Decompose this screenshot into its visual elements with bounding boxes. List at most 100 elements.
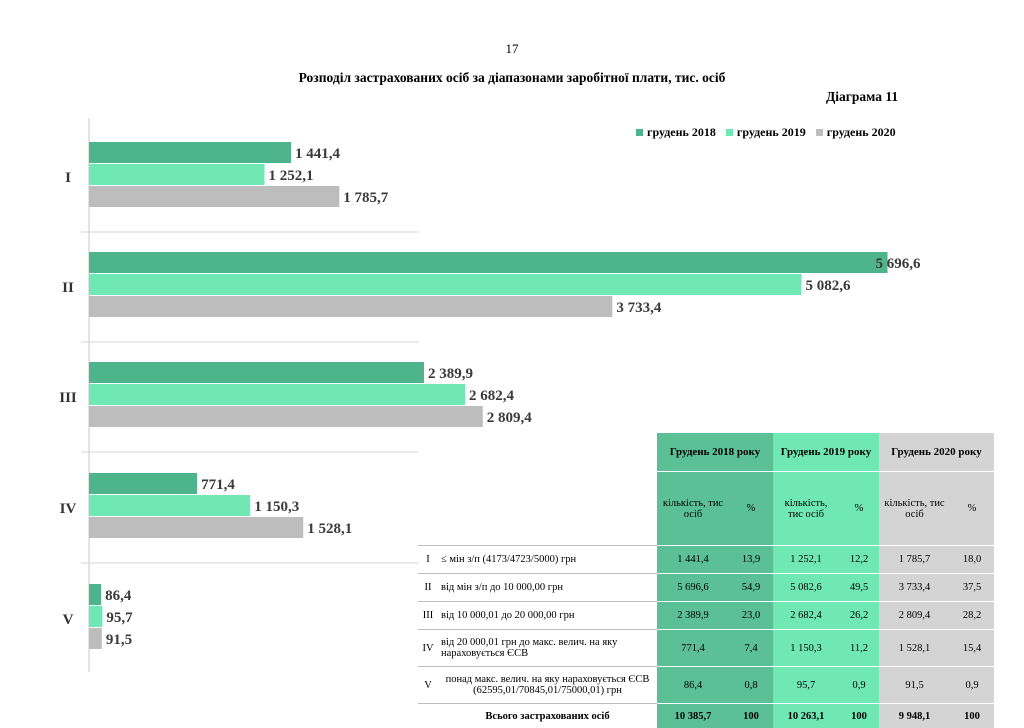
pct-header-2019: %	[839, 472, 879, 546]
cell-pct-2019: 49,5	[839, 574, 879, 602]
row-description: від мін з/п до 10 000,00 грн	[438, 574, 657, 602]
legend-label-2020: грудень 2020	[827, 125, 896, 140]
table-row: III від 10 000,01 до 20 000,00 грн 2 389…	[418, 602, 994, 630]
data-label: 1 528,1	[307, 521, 352, 537]
legend-item-2018: грудень 2018	[636, 125, 716, 140]
cell-qty-2018: 1 441,4	[657, 546, 729, 574]
year-header-2020: Грудень 2020 року	[879, 433, 994, 472]
cell-pct-2018: 23,0	[729, 602, 773, 630]
cell-pct-2019: 12,2	[839, 546, 879, 574]
data-label: 2 809,4	[487, 410, 532, 426]
row-number: IV	[418, 630, 438, 667]
cell-qty-2018: 2 389,9	[657, 602, 729, 630]
total-qty-2018: 10 385,7	[657, 704, 729, 728]
row-description: понад макс. велич. на яку нараховується …	[438, 667, 657, 704]
table-sub-header-row: кількість, тис осіб % кількість, тис осі…	[418, 472, 994, 546]
chart-legend: грудень 2018 грудень 2019 грудень 2020	[636, 125, 896, 140]
bar	[89, 406, 483, 427]
cell-qty-2019: 2 682,4	[773, 602, 839, 630]
bar	[89, 274, 801, 295]
year-header-2018: Грудень 2018 року	[657, 433, 773, 472]
qty-header-2020: кількість, тис осіб	[879, 472, 950, 546]
bar	[89, 628, 102, 649]
data-label: 95,7	[106, 610, 133, 626]
data-label: 2 682,4	[469, 388, 515, 404]
row-description: ≤ мін з/п (4173/4723/5000) грн	[438, 546, 657, 574]
category-label: V	[63, 612, 74, 628]
row-number: III	[418, 602, 438, 630]
table-row: IV від 20 000,01 грн до макс. велич. на …	[418, 630, 994, 667]
data-label: 1 150,3	[254, 499, 299, 515]
row-description: від 10 000,01 до 20 000,00 грн	[438, 602, 657, 630]
cell-qty-2020: 2 809,4	[879, 602, 950, 630]
table-sub-corner	[418, 472, 438, 546]
cell-pct-2020: 15,4	[950, 630, 994, 667]
data-label: 771,4	[201, 477, 235, 493]
cell-qty-2018: 86,4	[657, 667, 729, 704]
year-header-2019: Грудень 2019 року	[773, 433, 879, 472]
cell-pct-2018: 0,8	[729, 667, 773, 704]
bar	[89, 296, 612, 317]
table-row: II від мін з/п до 10 000,00 грн 5 696,6 …	[418, 574, 994, 602]
row-number: I	[418, 546, 438, 574]
table-sub-corner-desc	[438, 472, 657, 546]
bar	[89, 186, 339, 207]
cell-qty-2018: 5 696,6	[657, 574, 729, 602]
legend-label-2019: грудень 2019	[737, 125, 806, 140]
cell-pct-2019: 0,9	[839, 667, 879, 704]
data-label: 5 696,6	[876, 256, 922, 272]
qty-header-2018: кількість, тис осіб	[657, 472, 729, 546]
category-label: I	[65, 170, 71, 186]
data-label: 3 733,4	[616, 300, 662, 316]
bar	[89, 164, 265, 185]
table-row: I ≤ мін з/п (4173/4723/5000) грн 1 441,4…	[418, 546, 994, 574]
bar	[89, 584, 101, 605]
bar	[89, 495, 250, 516]
bar	[89, 473, 197, 494]
cell-pct-2018: 13,9	[729, 546, 773, 574]
bar	[89, 384, 465, 405]
total-qty-2020: 9 948,1	[879, 704, 950, 728]
category-label: II	[62, 280, 74, 296]
bar	[89, 606, 102, 627]
data-label: 1 252,1	[269, 168, 314, 184]
data-label: 1 785,7	[343, 190, 389, 206]
table-corner	[418, 433, 438, 472]
pct-header-2018: %	[729, 472, 773, 546]
cell-qty-2019: 95,7	[773, 667, 839, 704]
row-number: V	[418, 667, 438, 704]
cell-pct-2020: 0,9	[950, 667, 994, 704]
table-total-row: Всього застрахованих осіб 10 385,7 100 1…	[418, 704, 994, 728]
bar	[89, 517, 303, 538]
cell-qty-2020: 3 733,4	[879, 574, 950, 602]
data-label: 5 082,6	[805, 278, 851, 294]
legend-swatch-2020	[816, 129, 823, 136]
data-label: 2 389,9	[428, 366, 473, 382]
cell-pct-2018: 54,9	[729, 574, 773, 602]
legend-label-2018: грудень 2018	[647, 125, 716, 140]
table-year-header-row: Грудень 2018 року Грудень 2019 року Груд…	[418, 433, 994, 472]
row-number: II	[418, 574, 438, 602]
bar	[89, 142, 291, 163]
cell-qty-2020: 1 785,7	[879, 546, 950, 574]
total-label: Всього застрахованих осіб	[438, 704, 657, 728]
legend-swatch-2019	[726, 129, 733, 136]
qty-header-2019: кількість, тис осіб	[773, 472, 839, 546]
cell-qty-2019: 5 082,6	[773, 574, 839, 602]
row-description: від 20 000,01 грн до макс. велич. на яку…	[438, 630, 657, 667]
cell-pct-2019: 26,2	[839, 602, 879, 630]
cell-pct-2018: 7,4	[729, 630, 773, 667]
total-pct-2018: 100	[729, 704, 773, 728]
pct-header-2020: %	[950, 472, 994, 546]
cell-qty-2020: 91,5	[879, 667, 950, 704]
total-num	[418, 704, 438, 728]
cell-pct-2020: 37,5	[950, 574, 994, 602]
legend-swatch-2018	[636, 129, 643, 136]
legend-item-2020: грудень 2020	[816, 125, 896, 140]
cell-pct-2019: 11,2	[839, 630, 879, 667]
table-row: V понад макс. велич. на яку нараховуєтьс…	[418, 667, 994, 704]
cell-qty-2019: 1 150,3	[773, 630, 839, 667]
bar	[89, 362, 424, 383]
data-label: 91,5	[106, 632, 132, 648]
data-label: 1 441,4	[295, 146, 341, 162]
